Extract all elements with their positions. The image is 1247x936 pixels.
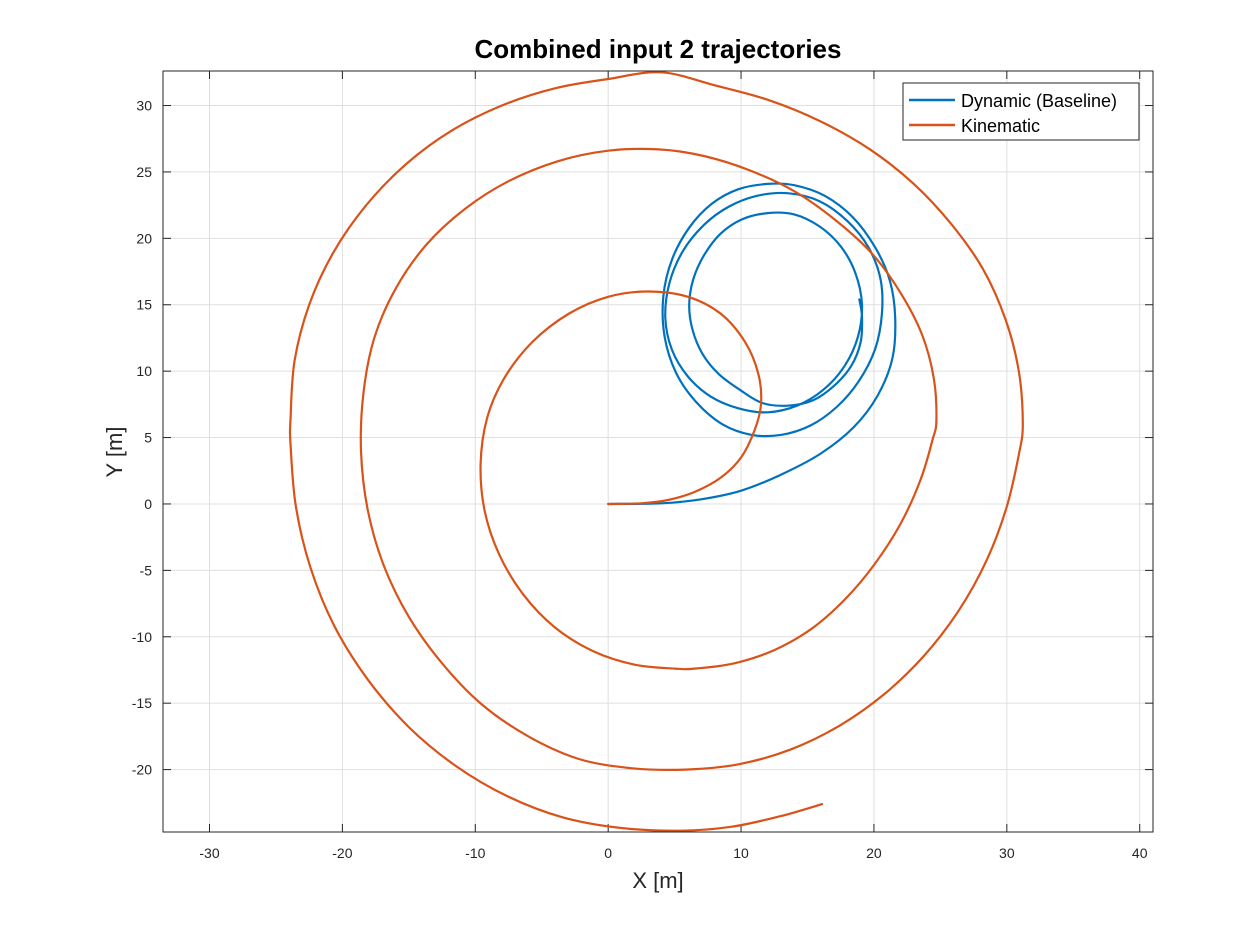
y-tick-label: -15 xyxy=(132,695,152,711)
x-tick-label: 40 xyxy=(1132,845,1148,861)
legend: Dynamic (Baseline) Kinematic xyxy=(902,82,1140,141)
y-tick-label: 15 xyxy=(136,297,152,313)
x-tick-label: 0 xyxy=(604,845,612,861)
tick-labels: -30 -20 -10 0 10 20 30 40 -20 -15 -10 -5 0 5 10 15 20 25 3… xyxy=(132,98,1148,861)
legend-label-dynamic: Dynamic (Baseline) xyxy=(961,91,1117,111)
legend-box xyxy=(902,82,1140,141)
x-tick-label: 20 xyxy=(866,845,882,861)
series-line-kinematic xyxy=(288,71,1024,832)
y-tick-label: 10 xyxy=(136,363,152,379)
y-tick-label: -5 xyxy=(140,562,153,578)
x-tick-label: -20 xyxy=(332,845,352,861)
y-tick-label: -20 xyxy=(132,762,152,778)
y-tick-label: -10 xyxy=(132,629,152,645)
x-tick-label: 30 xyxy=(999,845,1015,861)
y-tick-label: 20 xyxy=(136,230,152,246)
x-tick-label: 10 xyxy=(733,845,749,861)
y-tick-label: 30 xyxy=(136,98,152,114)
y-tick-label: 25 xyxy=(136,164,152,180)
plot-frame xyxy=(162,70,1154,833)
legend-label-kinematic: Kinematic xyxy=(961,116,1040,136)
x-tick-label: -30 xyxy=(199,845,219,861)
plot-area xyxy=(163,71,1153,832)
x-axis-label: X [m] xyxy=(632,868,683,893)
y-axis-label: Y [m] xyxy=(102,427,127,478)
chart-title: Combined input 2 trajectories xyxy=(475,34,842,64)
series-layer xyxy=(288,71,1024,832)
x-tick-label: -10 xyxy=(465,845,485,861)
y-tick-label: 5 xyxy=(144,430,152,446)
y-tick-label: 0 xyxy=(144,496,152,512)
